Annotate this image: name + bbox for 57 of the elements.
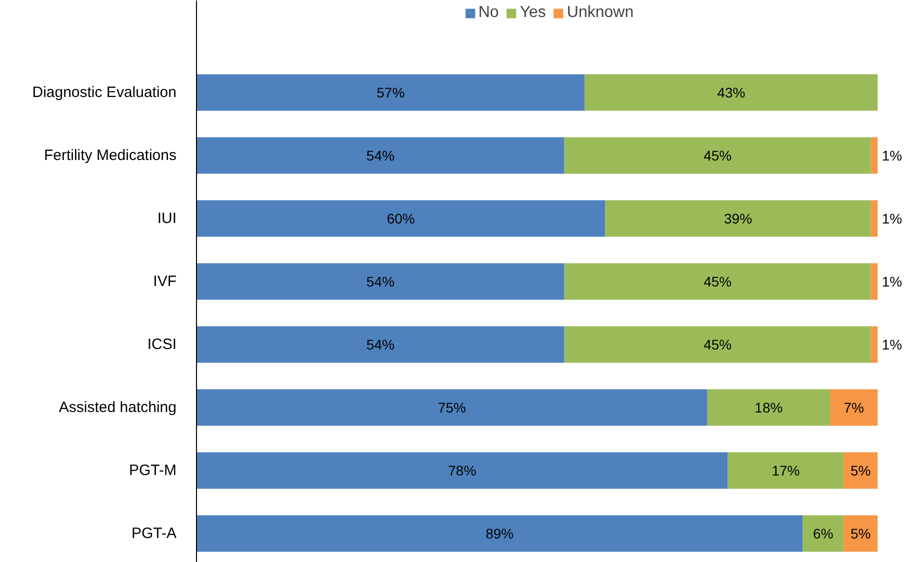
bar [196,515,803,552]
bar [870,263,878,300]
data-label: 17% [772,462,800,479]
legend-label: No [478,4,499,22]
data-label: 45% [704,274,732,290]
bar [196,389,708,426]
bar [728,452,844,489]
data-label: 60% [386,210,415,226]
data-label: 89% [486,526,514,542]
legend-label: Unknown [566,4,634,22]
bar [196,263,564,300]
data-label: 54% [366,336,394,353]
bar [584,74,878,111]
data-label: 43% [717,84,746,100]
bar [196,200,606,237]
bar [844,452,878,489]
data-label: 1% [882,210,902,226]
y-tick-label: Diagnostic Evaluation [32,84,177,101]
data-label: 54% [366,147,394,164]
data-label: 57% [376,84,405,100]
data-label: 1% [882,274,902,290]
data-label: 78% [448,462,476,479]
y-tick-label: Fertility Medications [44,146,177,164]
bar [196,137,564,174]
bar [707,389,830,426]
legend-label: Yes [520,4,546,22]
bar [564,263,871,300]
bar [564,137,871,174]
bar [802,515,844,552]
bar [844,515,878,552]
bar [196,326,564,363]
data-label: 54% [366,274,394,290]
data-label: 45% [704,147,732,164]
data-label: 1% [882,336,902,353]
y-tick-label: ICSI [147,336,177,354]
data-label: 7% [844,400,864,416]
y-tick-label: PGT-M [129,462,176,480]
data-label: 45% [704,336,732,353]
data-label: 75% [438,400,466,416]
bar [564,326,871,363]
y-tick-label: Assisted hatching [58,399,177,416]
data-label: 6% [813,526,834,542]
y-tick-label: PGT-A [131,525,177,542]
data-label: 39% [724,210,752,226]
bar [196,452,728,489]
bar [870,137,878,174]
bar [830,389,878,426]
bar [196,74,585,111]
data-label: 18% [754,400,783,416]
data-label: 5% [850,462,871,479]
bar [870,200,878,237]
y-tick-label: IVF [153,273,177,290]
data-label: 1% [882,147,902,164]
bar [605,200,871,237]
data-label: 5% [850,526,871,542]
bar [870,326,878,363]
y-tick-label: IUI [157,210,177,227]
